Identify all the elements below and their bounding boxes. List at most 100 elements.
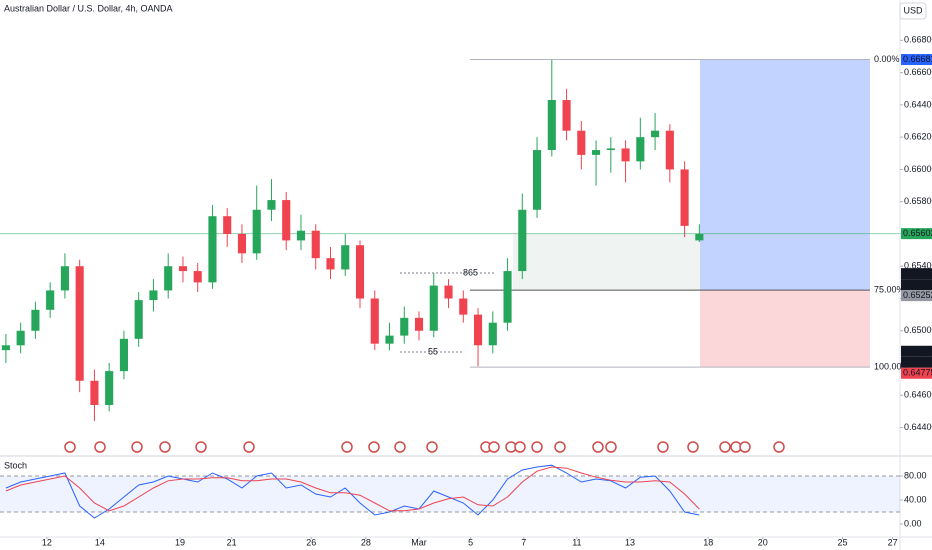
price-label-box	[901, 279, 932, 291]
x-tick-label: 12	[42, 537, 52, 547]
price-label: 0.66681	[903, 54, 932, 64]
currency-label[interactable]: USD	[903, 5, 923, 15]
x-tick-label: 28	[361, 537, 371, 547]
currency-button[interactable]	[899, 2, 927, 20]
event-icon	[605, 441, 617, 453]
candle-body	[695, 233, 704, 241]
event-icon	[554, 441, 566, 453]
x-tick-label: 19	[175, 537, 185, 547]
candle-body	[237, 233, 247, 254]
price-label: 0.64873	[903, 346, 932, 356]
range-zone	[513, 233, 700, 291]
price-label-box	[901, 356, 932, 368]
candle-body	[459, 298, 468, 315]
target-zone	[700, 59, 870, 291]
level-label: 100.00%	[874, 361, 910, 371]
event-icon	[64, 441, 76, 453]
event-icon	[514, 441, 526, 453]
candle-body	[488, 322, 497, 346]
candle-body	[223, 216, 232, 234]
annotation: 55	[428, 346, 438, 356]
event-icon	[195, 441, 207, 453]
event-icon	[488, 441, 500, 453]
price-label-box	[901, 228, 932, 240]
x-tick-label: 5	[468, 537, 473, 547]
candle-body	[518, 209, 527, 272]
candle-body	[208, 216, 217, 283]
candle-body	[311, 230, 320, 259]
candle-body	[636, 137, 645, 162]
indicator-name: Stoch	[4, 460, 27, 470]
chart-title: Australian Dollar / U.S. Dollar, 4h, OAN…	[4, 3, 173, 13]
candle-body	[282, 200, 291, 241]
price-label-box	[901, 290, 932, 302]
event-icon	[243, 441, 255, 453]
event-icon	[719, 441, 731, 453]
event-icon	[592, 441, 604, 453]
x-tick-label: 18	[703, 537, 713, 547]
candle-body	[651, 130, 660, 138]
candle-body	[577, 130, 586, 155]
candle-body	[414, 317, 424, 331]
event-icon	[531, 441, 543, 453]
stoch-line	[5, 466, 700, 512]
price-label-box	[901, 345, 932, 357]
candle-body	[90, 380, 99, 405]
price-label-box	[901, 54, 932, 66]
stop-zone	[700, 290, 870, 368]
candle-body	[592, 150, 601, 155]
annotation: 865	[463, 267, 478, 277]
candle-body	[532, 150, 542, 210]
y-tick-label: 80.00	[904, 470, 927, 480]
candle-body	[341, 245, 350, 270]
price-label: 0.64775	[903, 368, 932, 378]
candle-body	[16, 330, 25, 346]
level-label: 75.00%	[874, 284, 905, 294]
candle-body	[444, 285, 453, 299]
event-icon	[687, 441, 699, 453]
candle-body	[562, 100, 571, 131]
overlay-layer	[0, 59, 900, 368]
candle-body	[178, 266, 188, 272]
event-icon	[159, 441, 171, 453]
y-tick-label: 0.00	[904, 518, 922, 528]
candle-body	[46, 290, 55, 310]
candle-body	[252, 209, 261, 254]
x-tick-label: 13	[625, 537, 635, 547]
candle-body	[370, 298, 379, 344]
candle-body	[296, 230, 306, 241]
candle-body	[326, 258, 335, 270]
event-icon	[426, 441, 438, 453]
candle-body	[680, 169, 689, 226]
event-icon	[368, 441, 380, 453]
candle-body	[134, 300, 143, 339]
event-icon	[657, 441, 669, 453]
x-tick-label: 7	[521, 537, 526, 547]
price-label: 0.65252	[903, 290, 932, 300]
candle-body	[119, 338, 128, 372]
x-tick-label: Mar	[411, 537, 427, 547]
x-tick-label: 25	[837, 537, 847, 547]
candle-body	[105, 371, 114, 405]
event-icon	[773, 441, 785, 453]
candle-body	[1, 345, 10, 351]
candle-body	[164, 266, 173, 291]
x-tick-label: 21	[227, 537, 237, 547]
event-icon	[394, 441, 406, 453]
y-tick-label: 40.00	[904, 494, 927, 504]
candle-body	[621, 148, 630, 162]
plot-layer	[1, 59, 704, 422]
x-tick-label: 14	[95, 537, 105, 547]
candle-body	[60, 266, 69, 291]
candle-body	[473, 314, 483, 346]
price-label-box	[901, 268, 932, 280]
x-tick-label: 20	[758, 537, 768, 547]
candle-body	[429, 285, 438, 331]
